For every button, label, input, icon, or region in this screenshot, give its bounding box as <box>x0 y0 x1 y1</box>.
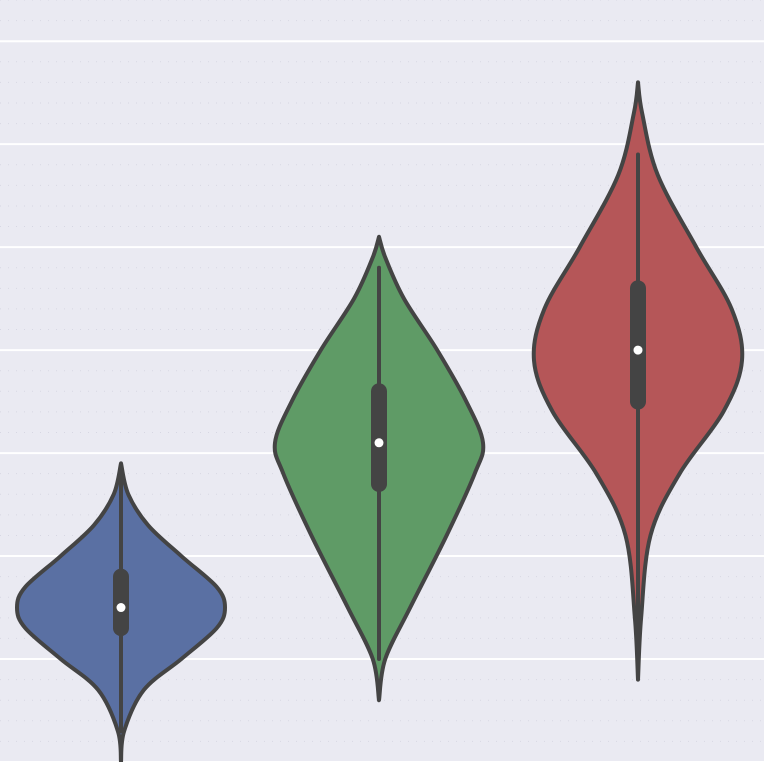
violin-group <box>15 461 227 762</box>
violin-median-point <box>374 438 384 448</box>
violin-group <box>272 234 486 703</box>
violin-median-point <box>116 603 126 613</box>
violins <box>15 80 745 762</box>
violin-group <box>531 80 745 682</box>
violin-median-point <box>633 345 643 355</box>
